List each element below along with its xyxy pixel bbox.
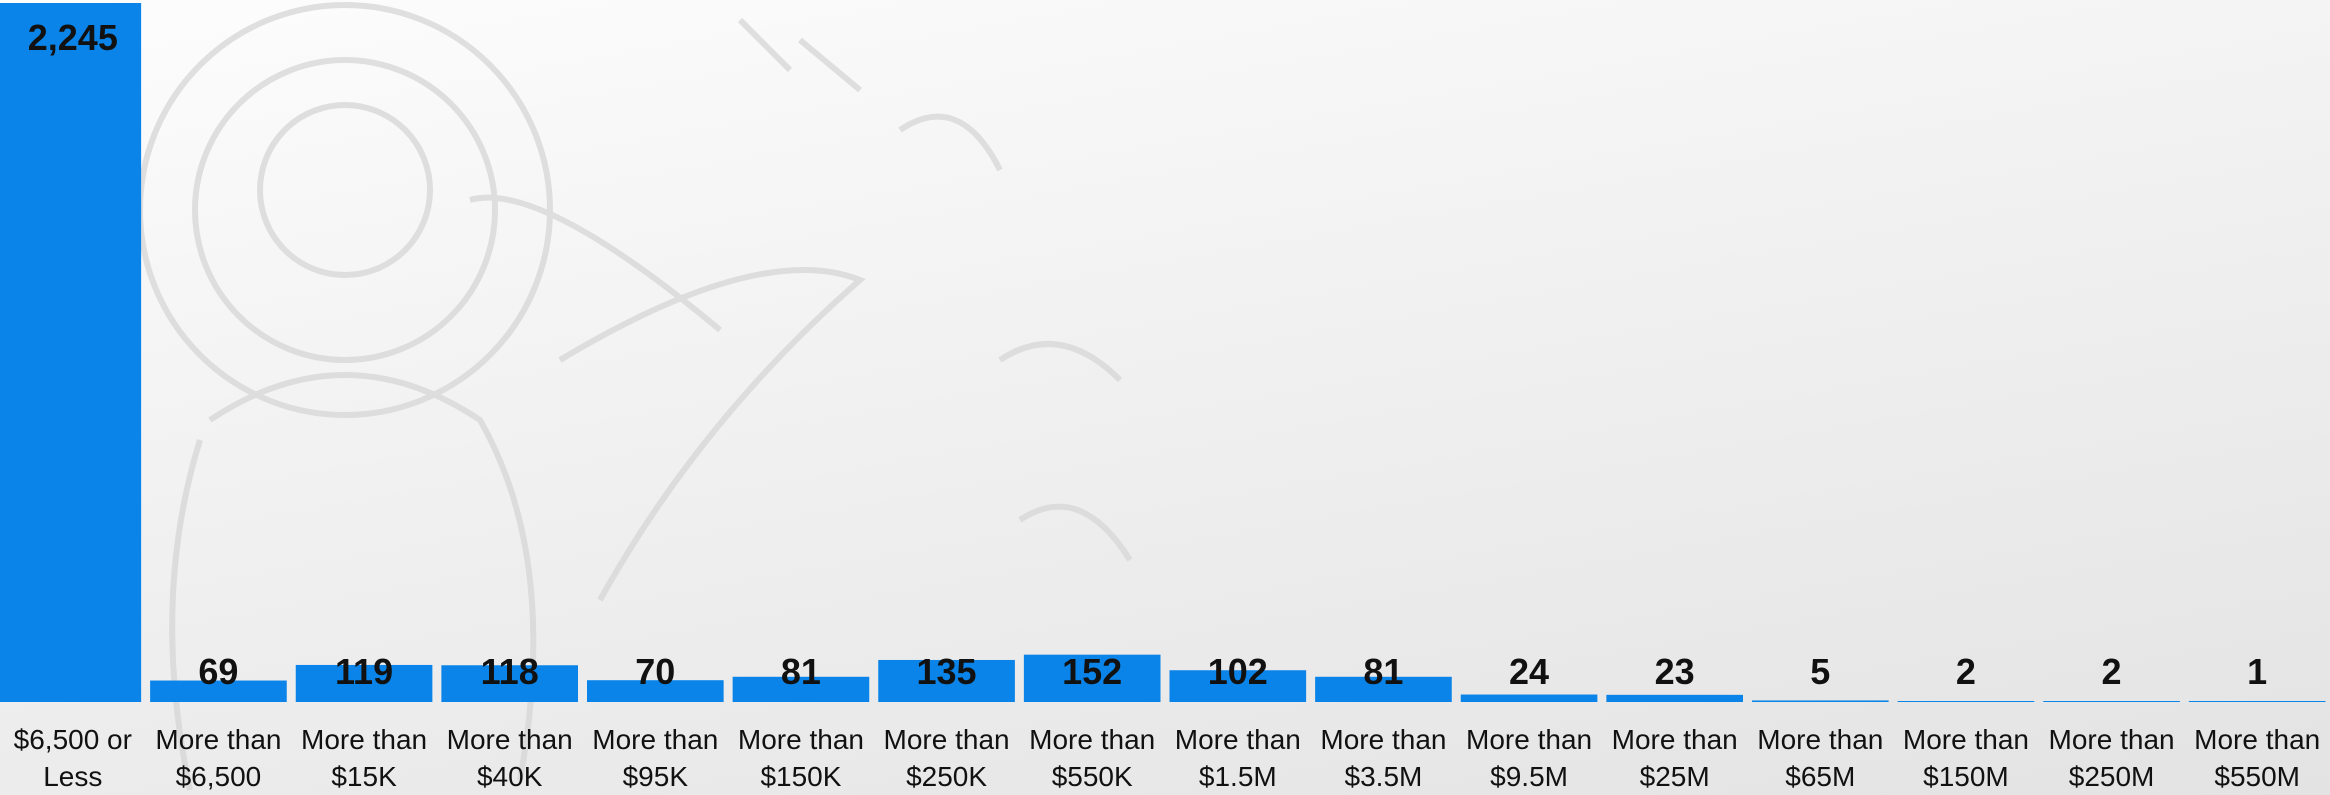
- bar-0: [0, 3, 142, 702]
- bar-10: [1460, 694, 1598, 702]
- value-label-3: 118: [481, 651, 539, 692]
- category-label-6: More than $250K: [884, 724, 1010, 792]
- value-label-0: 2,245: [28, 17, 118, 58]
- category-label-1: More than $6,500: [155, 724, 281, 792]
- value-label-9: 81: [1363, 651, 1403, 692]
- category-label-7: More than $550K: [1029, 724, 1155, 792]
- value-labels-group: 2,245 69 119 118 70 81 135 152 102 81 24 23 5 2 2 1: [28, 17, 2267, 692]
- bar-12: [1752, 700, 1889, 702]
- value-label-4: 70: [635, 651, 675, 692]
- bar-6: [878, 659, 1015, 702]
- value-label-12: 5: [1810, 651, 1830, 692]
- bar-9: [1315, 676, 1452, 702]
- bars-group: [0, 3, 2326, 702]
- category-label-9: More than $3.5M: [1320, 724, 1446, 792]
- bar-15: [2188, 701, 2326, 702]
- value-label-2: 119: [335, 651, 393, 692]
- category-label-10: More than $9.5M: [1466, 724, 1592, 792]
- value-label-15: 1: [2247, 651, 2267, 692]
- category-labels-group: $6,500 or Less More than $6,500 More than $15…: [14, 724, 2321, 792]
- category-label-4: More than $95K: [592, 724, 718, 792]
- value-label-6: 135: [917, 651, 977, 692]
- category-label-0: $6,500 or Less: [14, 724, 132, 792]
- category-label-8: More than $1.5M: [1175, 724, 1301, 792]
- category-label-11: More than $25M: [1612, 724, 1738, 792]
- category-label-14: More than $250M: [2049, 724, 2175, 792]
- category-label-3: More than $40K: [447, 724, 573, 792]
- category-label-2: More than $15K: [301, 724, 427, 792]
- bar-11: [1606, 694, 1743, 702]
- bar-5: [732, 676, 870, 702]
- value-label-8: 102: [1208, 651, 1268, 692]
- bar-3: [441, 665, 578, 702]
- value-label-14: 2: [2102, 651, 2122, 692]
- value-label-1: 69: [198, 651, 238, 692]
- value-label-5: 81: [781, 651, 821, 692]
- value-label-11: 23: [1655, 651, 1695, 692]
- value-label-7: 152: [1062, 651, 1122, 692]
- value-label-10: 24: [1509, 651, 1549, 692]
- value-label-13: 2: [1956, 651, 1976, 692]
- bar-2: [295, 664, 433, 702]
- category-label-15: More than $550M: [2194, 724, 2320, 792]
- category-label-13: More than $150M: [1903, 724, 2029, 792]
- bar-4: [587, 680, 724, 702]
- bar-13: [1897, 701, 2035, 702]
- bar-8: [1169, 670, 1307, 702]
- bar-14: [2043, 701, 2180, 702]
- bar-7: [1023, 654, 1161, 702]
- category-label-12: More than $65M: [1757, 724, 1883, 792]
- category-label-5: More than $150K: [738, 724, 864, 792]
- bar-1: [150, 680, 287, 702]
